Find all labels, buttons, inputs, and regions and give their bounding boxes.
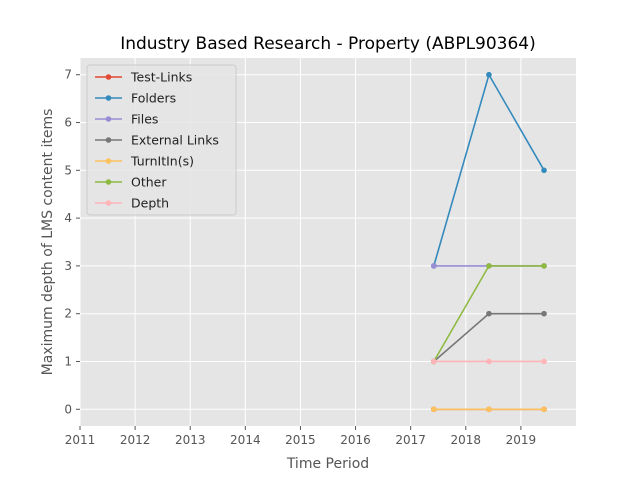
y-tick-label: 0	[64, 402, 72, 416]
data-point-depth	[486, 358, 492, 365]
legend-item: TurnItIn(s)	[95, 154, 194, 169]
y-tick-label: 3	[64, 259, 72, 273]
data-point-turnitin-s	[541, 406, 547, 413]
legend-item: Files	[95, 112, 158, 127]
data-point-folders	[541, 167, 547, 174]
legend-label: Files	[131, 112, 158, 127]
y-tick-label: 6	[64, 116, 72, 130]
data-point-other	[486, 263, 492, 269]
legend-item: Folders	[95, 91, 176, 106]
x-ticks: 2011 2012 2013 2014 2015 2016 2017 2018 2019	[65, 426, 536, 447]
legend-marker	[105, 200, 112, 206]
x-tick-label: 2011	[65, 433, 96, 447]
data-point-external-links	[486, 310, 492, 317]
legend-marker	[105, 179, 112, 185]
data-point-depth	[541, 358, 547, 365]
x-tick-label: 2013	[175, 433, 206, 447]
series-lines	[431, 71, 547, 413]
legend: Test-Links Folders Files External Links Turn…	[86, 64, 237, 216]
y-tick-label: 5	[64, 163, 72, 177]
legend-item: Test-Links	[95, 70, 192, 85]
y-axis-label: Maximum depth of LMS content items	[40, 109, 56, 376]
series-depth	[431, 358, 547, 365]
y-tick-label: 7	[64, 68, 72, 82]
data-point-depth	[431, 358, 437, 365]
x-tick-label: 2014	[230, 433, 261, 447]
legend-label: Other	[131, 175, 167, 190]
x-tick-label: 2015	[285, 433, 316, 447]
data-point-turnitin-s	[431, 406, 437, 413]
legend-box	[86, 64, 237, 216]
legend-marker	[105, 137, 112, 143]
x-tick-label: 2017	[395, 433, 426, 447]
y-tick-label: 4	[64, 211, 72, 225]
y-tick-label: 2	[64, 307, 72, 321]
y-ticks: 0 1 2 3 4 5 6 7	[64, 68, 80, 416]
legend-label: TurnItIn(s)	[130, 154, 194, 169]
data-point-turnitin-s	[486, 406, 492, 413]
legend-item: Other	[95, 175, 167, 190]
x-tick-label: 2018	[451, 433, 482, 447]
chart-title: Industry Based Research - Property (ABPL…	[120, 34, 536, 54]
legend-marker	[105, 158, 112, 164]
series-turnitin-s	[431, 406, 547, 413]
x-tick-label: 2019	[506, 433, 537, 447]
legend-label: Depth	[131, 196, 169, 211]
legend-label: External Links	[131, 133, 219, 148]
data-point-external-links	[541, 310, 547, 317]
data-point-folders	[486, 71, 492, 78]
legend-label: Test-Links	[130, 70, 192, 85]
legend-item: Depth	[95, 196, 169, 211]
legend-marker	[105, 95, 112, 101]
y-tick-label: 1	[64, 354, 72, 368]
legend-label: Folders	[131, 91, 176, 106]
legend-item: External Links	[95, 133, 219, 148]
data-point-files	[431, 263, 437, 269]
x-tick-label: 2016	[340, 433, 371, 447]
data-point-other	[541, 263, 547, 269]
legend-marker	[105, 116, 112, 122]
legend-marker	[105, 74, 112, 80]
x-axis-label: Time Period	[286, 456, 369, 472]
x-tick-label: 2012	[120, 433, 151, 447]
